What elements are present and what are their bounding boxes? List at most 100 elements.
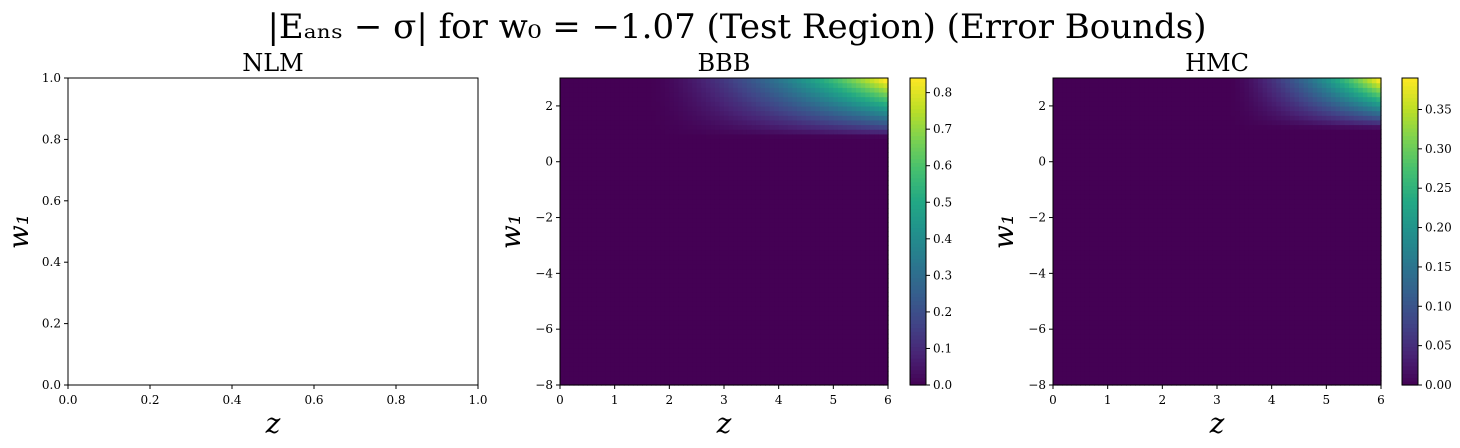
- bbb-heatmap-cell: [714, 361, 721, 367]
- bbb-heatmap-cell: [591, 175, 598, 181]
- bbb-heatmap-cell: [783, 268, 789, 274]
- bbb-heatmap-cell: [564, 105, 570, 112]
- bbb-heatmap-cell: [728, 310, 734, 316]
- bbb-heatmap-cell: [751, 264, 757, 270]
- bbb-heatmap-cell: [660, 319, 666, 326]
- bbb-heatmap-cell: [733, 226, 739, 233]
- bbb-heatmap-cell: [860, 240, 866, 247]
- bbb-heatmap-cell: [714, 110, 721, 116]
- bbb-heatmap-cell: [719, 82, 725, 88]
- bbb-heatmap-cell: [710, 282, 716, 288]
- bbb-heatmap-cell: [683, 264, 689, 270]
- bbb-heatmap-cell: [751, 259, 757, 265]
- bbb-heatmap-cell: [755, 305, 762, 312]
- bbb-heatmap-cell: [664, 138, 670, 144]
- bbb-heatmap-cell: [842, 357, 848, 363]
- bbb-heatmap-cell: [683, 236, 689, 242]
- bbb-heatmap-cell: [869, 124, 875, 130]
- bbb-heatmap-cell: [755, 361, 762, 367]
- bbb-heatmap-cell: [601, 226, 607, 233]
- bbb-heatmap-cell: [783, 296, 789, 302]
- bbb-heatmap-cell: [760, 347, 766, 354]
- bbb-heatmap-cell: [737, 119, 743, 126]
- bbb-heatmap-cell: [883, 212, 889, 219]
- bbb-heatmap-cell: [765, 138, 771, 144]
- bbb-heatmap-cell: [637, 194, 643, 200]
- bbb-heatmap-cell: [728, 143, 734, 149]
- bbb-heatmap-cell: [669, 133, 675, 140]
- bbb-heatmap-cell: [874, 347, 880, 354]
- bbb-heatmap-cell: [569, 222, 575, 228]
- bbb-heatmap-cell: [869, 189, 875, 195]
- bbb-heatmap-cell: [760, 352, 766, 358]
- bbb-heatmap-cell: [837, 105, 844, 112]
- bbb-heatmap-cell: [792, 268, 798, 274]
- bbb-heatmap-cell: [582, 184, 588, 191]
- bbb-heatmap-cell: [651, 366, 657, 372]
- bbb-heatmap-cell: [673, 380, 680, 386]
- bbb-heatmap-cell: [751, 315, 757, 321]
- bbb-heatmap-cell: [806, 166, 812, 172]
- bbb-heatmap-cell: [605, 231, 611, 237]
- bbb-heatmap-cell: [806, 291, 812, 298]
- bbb-heatmap-cell: [696, 273, 702, 279]
- bbb-heatmap-cell: [765, 259, 771, 265]
- bbb-heatmap-cell: [696, 245, 702, 251]
- bbb-heatmap-cell: [719, 124, 725, 130]
- bbb-heatmap-cell: [874, 161, 880, 167]
- hmc-heatmap-cell: [1053, 319, 1059, 326]
- bbb-heatmap-cell: [591, 315, 598, 321]
- bbb-heatmap-cell: [660, 245, 666, 251]
- bbb-heatmap-cell: [842, 291, 848, 298]
- bbb-heatmap-cell: [582, 119, 588, 126]
- bbb-heatmap-cell: [692, 333, 698, 340]
- bbb-colorbar-segment: [910, 127, 926, 133]
- bbb-heatmap-cell: [760, 208, 766, 214]
- bbb-heatmap-cell: [637, 152, 643, 158]
- bbb-heatmap-cell: [705, 319, 711, 326]
- bbb-heatmap-cell: [760, 133, 766, 140]
- bbb-heatmap-cell: [801, 278, 807, 284]
- bbb-heatmap-cell: [660, 226, 666, 233]
- bbb-heatmap-cell: [678, 119, 684, 126]
- bbb-heatmap-cell: [683, 338, 689, 344]
- bbb-heatmap-cell: [619, 333, 625, 340]
- bbb-heatmap-cell: [810, 259, 816, 265]
- bbb-heatmap-cell: [605, 198, 611, 205]
- hmc-heatmap-cell: [1053, 287, 1059, 293]
- bbb-heatmap-cell: [847, 305, 853, 312]
- bbb-heatmap-cell: [874, 203, 880, 209]
- bbb-heatmap-cell: [769, 250, 775, 256]
- bbb-heatmap-cell: [746, 329, 752, 335]
- bbb-heatmap-cell: [810, 78, 816, 84]
- bbb-heatmap-cell: [778, 82, 784, 88]
- bbb-heatmap-cell: [642, 333, 648, 340]
- bbb-heatmap-cell: [874, 180, 880, 186]
- bbb-heatmap-cell: [824, 236, 830, 242]
- bbb-heatmap-cell: [760, 282, 766, 288]
- bbb-heatmap-cell: [619, 184, 625, 191]
- bbb-heatmap-cell: [878, 301, 885, 307]
- bbb-heatmap-cell: [742, 115, 748, 121]
- bbb-heatmap-cell: [587, 212, 593, 219]
- bbb-heatmap-cell: [737, 361, 743, 367]
- bbb-heatmap-cell: [778, 343, 784, 349]
- bbb-heatmap-cell: [783, 157, 789, 163]
- bbb-heatmap-cell: [755, 198, 762, 205]
- bbb-heatmap-cell: [869, 240, 875, 247]
- bbb-heatmap-cell: [883, 198, 889, 205]
- bbb-heatmap-cell: [883, 194, 889, 200]
- bbb-heatmap-cell: [587, 305, 593, 312]
- bbb-heatmap-cell: [678, 352, 684, 358]
- bbb-heatmap-cell: [683, 366, 689, 372]
- bbb-heatmap-cell: [632, 198, 639, 205]
- bbb-heatmap-cell: [696, 301, 702, 307]
- bbb-heatmap-cell: [774, 343, 780, 349]
- bbb-heatmap-cell: [587, 115, 593, 121]
- bbb-heatmap-cell: [632, 315, 639, 321]
- bbb-heatmap-cell: [605, 366, 611, 372]
- bbb-heatmap-cell: [632, 347, 639, 354]
- bbb-heatmap-cell: [646, 287, 652, 293]
- bbb-heatmap-cell: [733, 143, 739, 149]
- bbb-heatmap-cell: [705, 180, 711, 186]
